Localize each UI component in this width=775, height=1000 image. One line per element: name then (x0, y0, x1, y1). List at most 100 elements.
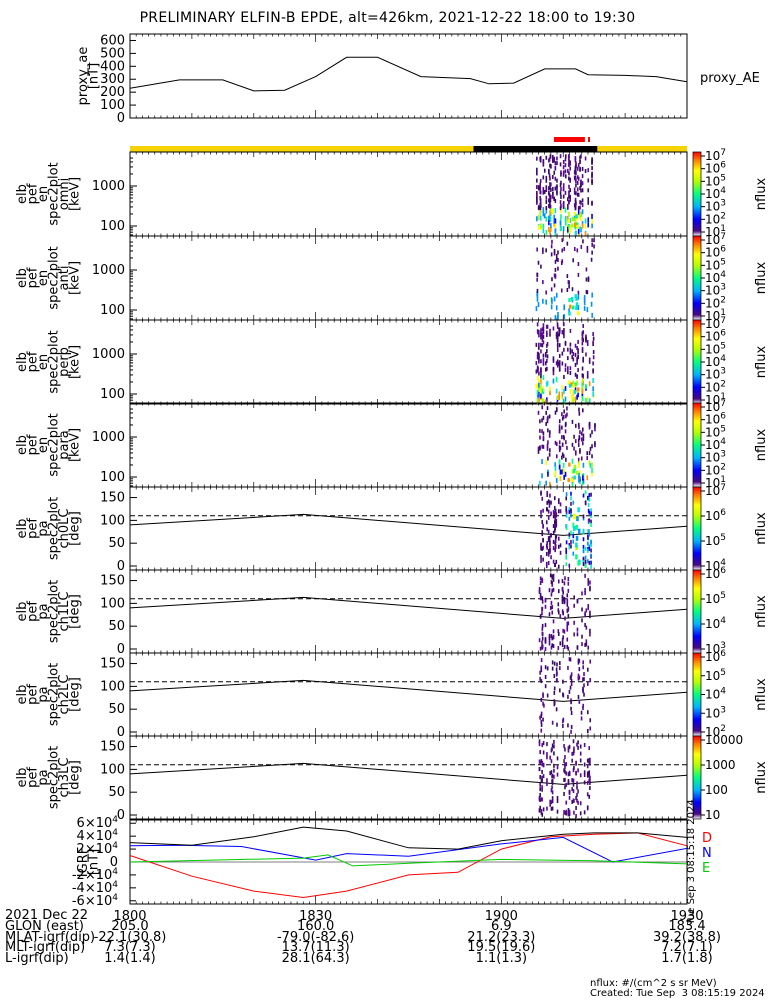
pitch-pixel (552, 509, 555, 514)
pitch-pixel (559, 641, 562, 646)
spectrogram-pixel (585, 336, 587, 341)
spectrogram-pixel (555, 332, 558, 337)
pitch-pixel (550, 600, 553, 605)
spectrogram-pixel (554, 161, 557, 166)
pitch-pixel (556, 799, 559, 804)
spectrogram-pixel (581, 348, 584, 353)
loss-cone-line (129, 513, 688, 536)
pitch-pixel (555, 678, 558, 683)
spectrogram-pixel (568, 284, 570, 289)
pitch-pixel (559, 688, 561, 693)
spectrogram-core-pixel (576, 387, 580, 392)
spectrogram-pixel (546, 324, 549, 329)
spectrogram-pixel (567, 203, 569, 208)
pitch-pixel (541, 546, 544, 551)
spectrogram-pixel (582, 433, 585, 438)
spectrogram-pixel (540, 368, 542, 373)
spectrogram-pixel (558, 332, 560, 337)
spectrogram-pixel (578, 477, 580, 483)
spectrogram-pixel (578, 425, 580, 430)
spectrogram-pixel (542, 162, 545, 167)
pitch-pixel (563, 599, 566, 604)
spectrogram-pixel (553, 221, 556, 227)
spectrogram-core-pixel (570, 382, 573, 387)
pitch-pixel (590, 513, 592, 518)
pitch-pixel (549, 548, 551, 553)
pitch-pixel (571, 787, 573, 792)
spectrogram-pixel (549, 328, 551, 333)
spectrogram-pixel (553, 196, 556, 201)
spectrogram-pixel (536, 389, 539, 395)
pitch-pixel (557, 498, 560, 503)
spectrogram-pixel (573, 247, 576, 252)
spectrogram-pixel (568, 176, 570, 181)
spectrogram-pixel (568, 171, 570, 176)
spectrogram-pixel (550, 187, 552, 192)
spectrogram-pixel (536, 198, 538, 203)
spectrogram-pixel (558, 464, 561, 470)
spectrogram-pixel (539, 205, 541, 210)
spectrogram-pixel (574, 451, 577, 456)
pitch-pixel (583, 810, 586, 815)
spectrogram-pixel (549, 430, 551, 435)
pitch-pixel (549, 573, 552, 578)
spectrogram-pixel (576, 374, 578, 379)
spectrogram-pixel (549, 176, 551, 181)
pitch-pixel (564, 810, 566, 815)
pitch-pixel (538, 759, 541, 764)
spectrogram-pixel (579, 205, 581, 210)
pitch-pixel (557, 509, 560, 514)
spectrogram-pixel (563, 322, 565, 327)
spectrogram-pixel (568, 200, 570, 205)
spectrogram-pixel (593, 244, 595, 249)
pitch-pixel (572, 739, 575, 744)
spectrogram-pixel (591, 157, 593, 162)
spectrogram-pixel (574, 177, 577, 182)
spectrogram-pixel (536, 288, 539, 293)
spectrogram-core-pixel (573, 389, 577, 394)
pitch-pixel (576, 632, 579, 637)
spectrogram-pixel (558, 459, 561, 465)
spectrogram-pixel (574, 205, 577, 210)
spectrogram-pixel (537, 375, 539, 381)
pitch-pixel (554, 520, 557, 525)
spectrogram-core-pixel (576, 311, 580, 316)
pitch-pixel (568, 534, 571, 539)
spectrogram-pixel (585, 352, 587, 357)
spectrogram-pixel (563, 331, 565, 336)
pitch-pixel (581, 618, 583, 623)
spectrogram-pixel (581, 382, 584, 388)
pitch-pixel (557, 610, 560, 615)
pitch-pixel (540, 679, 543, 684)
pitch-pixel (562, 723, 564, 728)
spectrogram-pixel (577, 348, 579, 353)
pitch-pixel (555, 707, 558, 712)
spectrogram-pixel (556, 191, 558, 196)
spectrogram-pixel (539, 156, 541, 161)
pitch-pixel (588, 497, 591, 502)
spectrogram-pixel (549, 154, 552, 159)
spectrogram-pixel (536, 156, 538, 161)
spectrogram-pixel (552, 208, 554, 214)
pitch-pixel (557, 579, 560, 584)
pitch-pixel (550, 770, 553, 775)
spectrogram-pixel (571, 355, 573, 360)
spectrogram-pixel (548, 433, 551, 438)
colorbar-tick-label: 104 (705, 186, 726, 201)
spectrogram-pixel (556, 359, 559, 364)
spectrogram-pixel (560, 208, 562, 214)
pitch-pixel (555, 523, 558, 528)
plot-title: PRELIMINARY ELFIN-B EPDE, alt=426km, 202… (139, 10, 636, 26)
pitch-pixel (564, 747, 566, 752)
pitch-pixel (577, 740, 579, 745)
pitch-pixel (548, 537, 551, 542)
spectrogram-pixel (592, 336, 595, 341)
spectrogram-pixel (553, 248, 556, 253)
spectrogram-pixel (567, 215, 569, 221)
pitch-pixel (587, 541, 589, 546)
spectrogram-core-pixel (568, 298, 571, 303)
pitch-pixel (585, 639, 588, 644)
spectrogram-pixel (554, 198, 557, 203)
spectrogram-pixel (563, 388, 565, 394)
